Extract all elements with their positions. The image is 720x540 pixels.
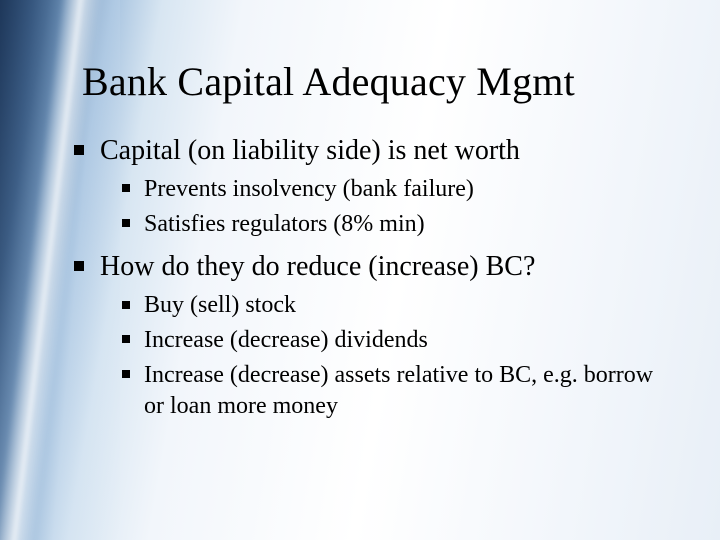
list-item: Buy (sell) stock	[122, 290, 670, 321]
bullet-text: Increase (decrease) assets relative to B…	[144, 362, 653, 419]
bullet-text: Prevents insolvency (bank failure)	[144, 176, 474, 202]
bullet-list-level2: Buy (sell) stock Increase (decrease) div…	[122, 290, 670, 421]
bullet-list-level1: Capital (on liability side) is net worth…	[74, 133, 670, 421]
bullet-text: Capital (on liability side) is net worth	[100, 135, 520, 166]
list-item: Capital (on liability side) is net worth…	[74, 133, 670, 239]
bullet-text: Increase (decrease) dividends	[144, 327, 428, 353]
bullet-text: Buy (sell) stock	[144, 292, 296, 318]
slide-title: Bank Capital Adequacy Mgmt	[82, 58, 670, 105]
bullet-list-level2: Prevents insolvency (bank failure) Satis…	[122, 174, 670, 239]
slide: Bank Capital Adequacy Mgmt Capital (on l…	[0, 0, 720, 540]
bullet-text: Satisfies regulators (8% min)	[144, 211, 425, 237]
list-item: Increase (decrease) assets relative to B…	[122, 360, 670, 421]
list-item: Prevents insolvency (bank failure)	[122, 174, 670, 205]
bullet-text: How do they do reduce (increase) BC?	[100, 251, 535, 282]
list-item: Satisfies regulators (8% min)	[122, 209, 670, 240]
list-item: Increase (decrease) dividends	[122, 325, 670, 356]
list-item: How do they do reduce (increase) BC? Buy…	[74, 249, 670, 421]
